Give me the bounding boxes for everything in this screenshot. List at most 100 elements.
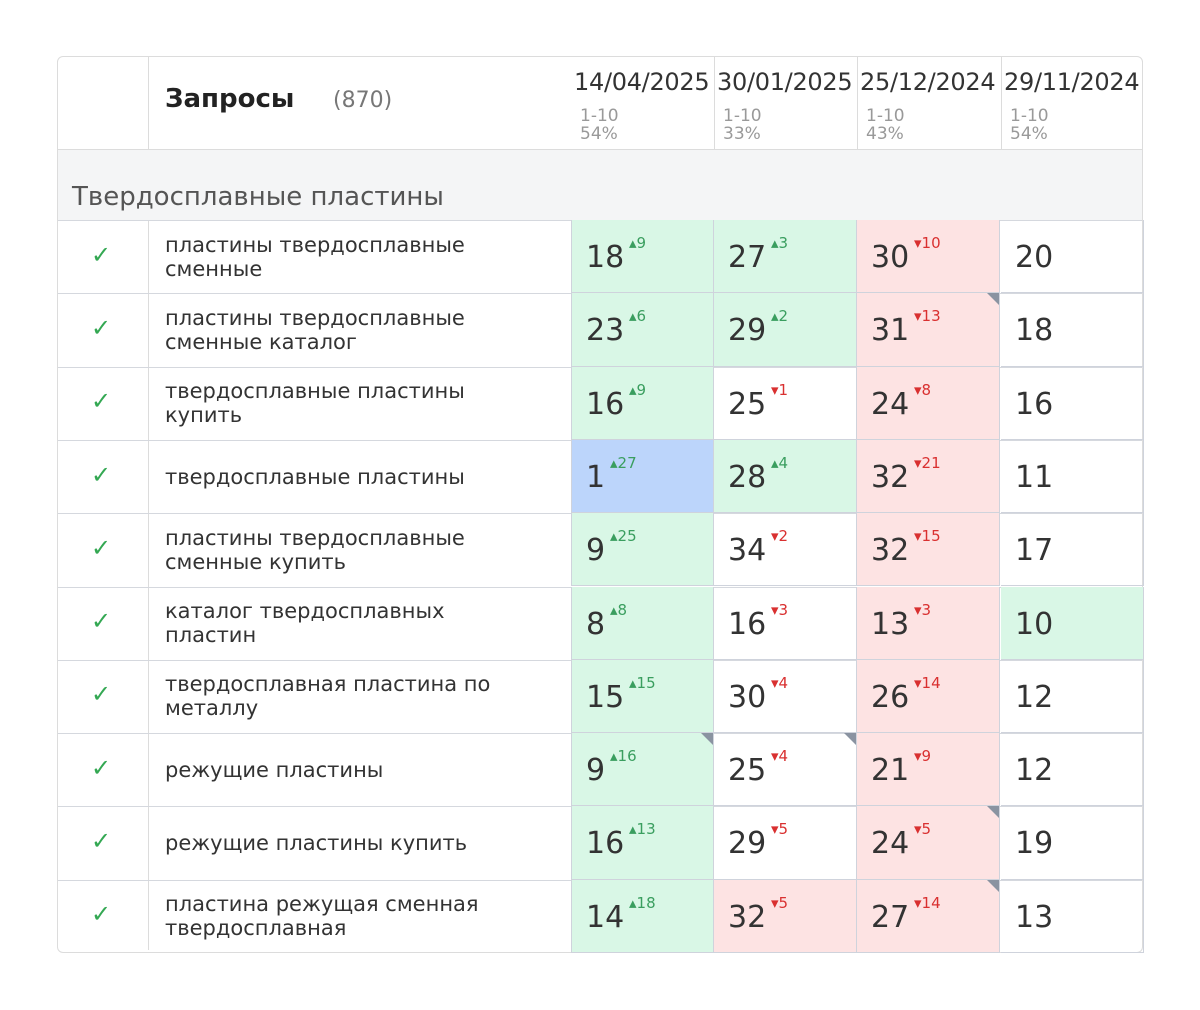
position-cell[interactable]: 16 (1001, 366, 1144, 440)
position-value: 29 (728, 826, 767, 862)
position-change-up: ▴25 (610, 527, 637, 546)
position-cell[interactable]: 25 ▾4 (714, 733, 857, 807)
position-cell[interactable]: 10 (1001, 586, 1144, 660)
section-band (58, 150, 1142, 220)
column-date[interactable]: 29/11/2024 (1004, 68, 1140, 96)
position-value: 25 (728, 753, 767, 789)
column-percent: 43% (866, 124, 904, 144)
position-cell[interactable]: 31 ▾13 (857, 293, 1000, 367)
position-cell[interactable]: 11 (1001, 439, 1144, 514)
column-date[interactable]: 14/04/2025 (574, 68, 710, 96)
position-cell[interactable]: 16 ▾3 (714, 586, 857, 660)
position-value: 9 (586, 753, 606, 789)
position-cell[interactable]: 32 ▾5 (714, 879, 857, 953)
position-cell[interactable]: 18 (1001, 293, 1144, 367)
table-row: ✓ пластина режущая сменная твердосплавная… (58, 879, 1144, 953)
position-value: 24 (871, 386, 910, 422)
check-icon[interactable]: ✓ (91, 387, 112, 416)
column-date[interactable]: 30/01/2025 (717, 68, 853, 96)
position-value: 16 (586, 826, 625, 862)
check-icon[interactable]: ✓ (91, 900, 112, 929)
position-change-up: ▴8 (610, 600, 628, 619)
position-value: 21 (871, 753, 910, 789)
check-icon[interactable]: ✓ (91, 680, 112, 709)
position-cell[interactable]: 24 ▾8 (857, 366, 1000, 440)
position-value: 14 (586, 899, 625, 935)
position-value: 30 (871, 240, 910, 275)
position-value: 31 (871, 313, 910, 349)
position-cell[interactable]: 25 ▾1 (714, 366, 857, 440)
column-divider (148, 57, 149, 950)
position-change-down: ▾1 (771, 380, 789, 399)
position-change-down: ▾3 (771, 600, 789, 619)
check-icon[interactable]: ✓ (91, 827, 112, 856)
position-value: 8 (586, 606, 606, 642)
position-cell[interactable]: 16 ▴9 (571, 366, 714, 440)
table-row: ✓ пластины твердосплавные сменные купить 9… (58, 513, 1144, 587)
position-cell[interactable]: 27 ▴3 (714, 220, 857, 294)
position-cell[interactable]: 29 ▴2 (714, 293, 857, 367)
query-text: каталог твердосплавных пластин (165, 599, 445, 648)
check-icon[interactable]: ✓ (91, 533, 112, 562)
position-cell[interactable]: 14 ▴18 (571, 879, 714, 953)
position-cell[interactable]: 18 ▴9 (571, 220, 714, 294)
position-cell[interactable]: 27 ▾14 (857, 879, 1000, 953)
position-cell[interactable]: 8 ▴8 (571, 586, 714, 660)
position-cell[interactable]: 30 ▾4 (714, 659, 857, 734)
table-row: ✓ режущие пластины купить 16 ▴13 29 ▾5 24 ▾5 19 (58, 806, 1144, 880)
check-icon[interactable]: ✓ (91, 460, 112, 489)
position-cell[interactable]: 13 ▾3 (857, 586, 1000, 660)
position-change-down: ▾9 (914, 747, 932, 766)
position-cell[interactable]: 9 ▴25 (571, 513, 714, 587)
position-value: 26 (871, 679, 910, 715)
query-text: пластина режущая сменная твердосплавная (165, 892, 479, 941)
header-column-divider (857, 57, 858, 149)
position-value: 13 (1015, 899, 1054, 935)
query-text: пластины твердосплавные сменные каталог (165, 305, 465, 354)
header-divider (58, 149, 1142, 150)
position-value: 12 (1015, 679, 1054, 715)
table-row: ✓ твердосплавные пластины купить 16 ▴9 25 ▾1 2… (58, 366, 1144, 440)
column-range: 1-10 (866, 106, 905, 126)
position-cell[interactable]: 12 (1001, 659, 1144, 734)
position-value: 20 (1015, 240, 1054, 275)
position-value: 24 (871, 826, 910, 862)
position-value: 27 (728, 240, 767, 275)
query-text: твердосплавные пластины (165, 464, 465, 489)
position-cell[interactable]: 26 ▾14 (857, 659, 1000, 734)
position-cell[interactable]: 17 (1001, 513, 1144, 587)
position-cell[interactable]: 32 ▾15 (857, 513, 1000, 587)
position-cell[interactable]: 28 ▴4 (714, 439, 857, 514)
position-cell[interactable]: 12 (1001, 733, 1144, 807)
position-cell[interactable]: 16 ▴13 (571, 806, 714, 880)
position-cell[interactable]: 20 (1001, 220, 1144, 294)
position-cell[interactable]: 9 ▴16 (571, 733, 714, 807)
position-cell[interactable]: 30 ▾10 (857, 220, 1000, 294)
position-value: 19 (1015, 826, 1054, 862)
position-cell[interactable]: 21 ▾9 (857, 733, 1000, 807)
position-cell[interactable]: 24 ▾5 (857, 806, 1000, 880)
note-marker-icon (987, 293, 999, 306)
column-date[interactable]: 25/12/2024 (860, 68, 996, 96)
position-cell[interactable]: 23 ▴6 (571, 293, 714, 367)
position-cell[interactable]: 19 (1001, 806, 1144, 880)
position-value: 34 (728, 533, 767, 569)
position-value: 13 (871, 606, 910, 642)
position-value: 27 (871, 899, 910, 935)
position-value: 18 (1015, 313, 1054, 349)
position-cell[interactable]: 13 (1001, 879, 1144, 953)
position-cell[interactable]: 29 ▾5 (714, 806, 857, 880)
position-cell[interactable]: 15 ▴15 (571, 659, 714, 734)
position-change-up: ▴27 (610, 453, 637, 472)
note-marker-icon (987, 806, 999, 819)
query-text: режущие пластины (165, 757, 384, 782)
check-icon[interactable]: ✓ (91, 240, 112, 269)
position-cell[interactable]: 1 ▴27 (571, 439, 714, 514)
position-cell[interactable]: 32 ▾21 (857, 439, 1000, 514)
check-icon[interactable]: ✓ (91, 607, 112, 636)
check-icon[interactable]: ✓ (91, 753, 112, 782)
position-cell[interactable]: 34 ▾2 (714, 513, 857, 587)
check-icon[interactable]: ✓ (91, 313, 112, 342)
table-row: ✓ каталог твердосплавных пластин 8 ▴8 16 ▾3 13… (58, 586, 1144, 660)
position-value: 12 (1015, 753, 1054, 789)
